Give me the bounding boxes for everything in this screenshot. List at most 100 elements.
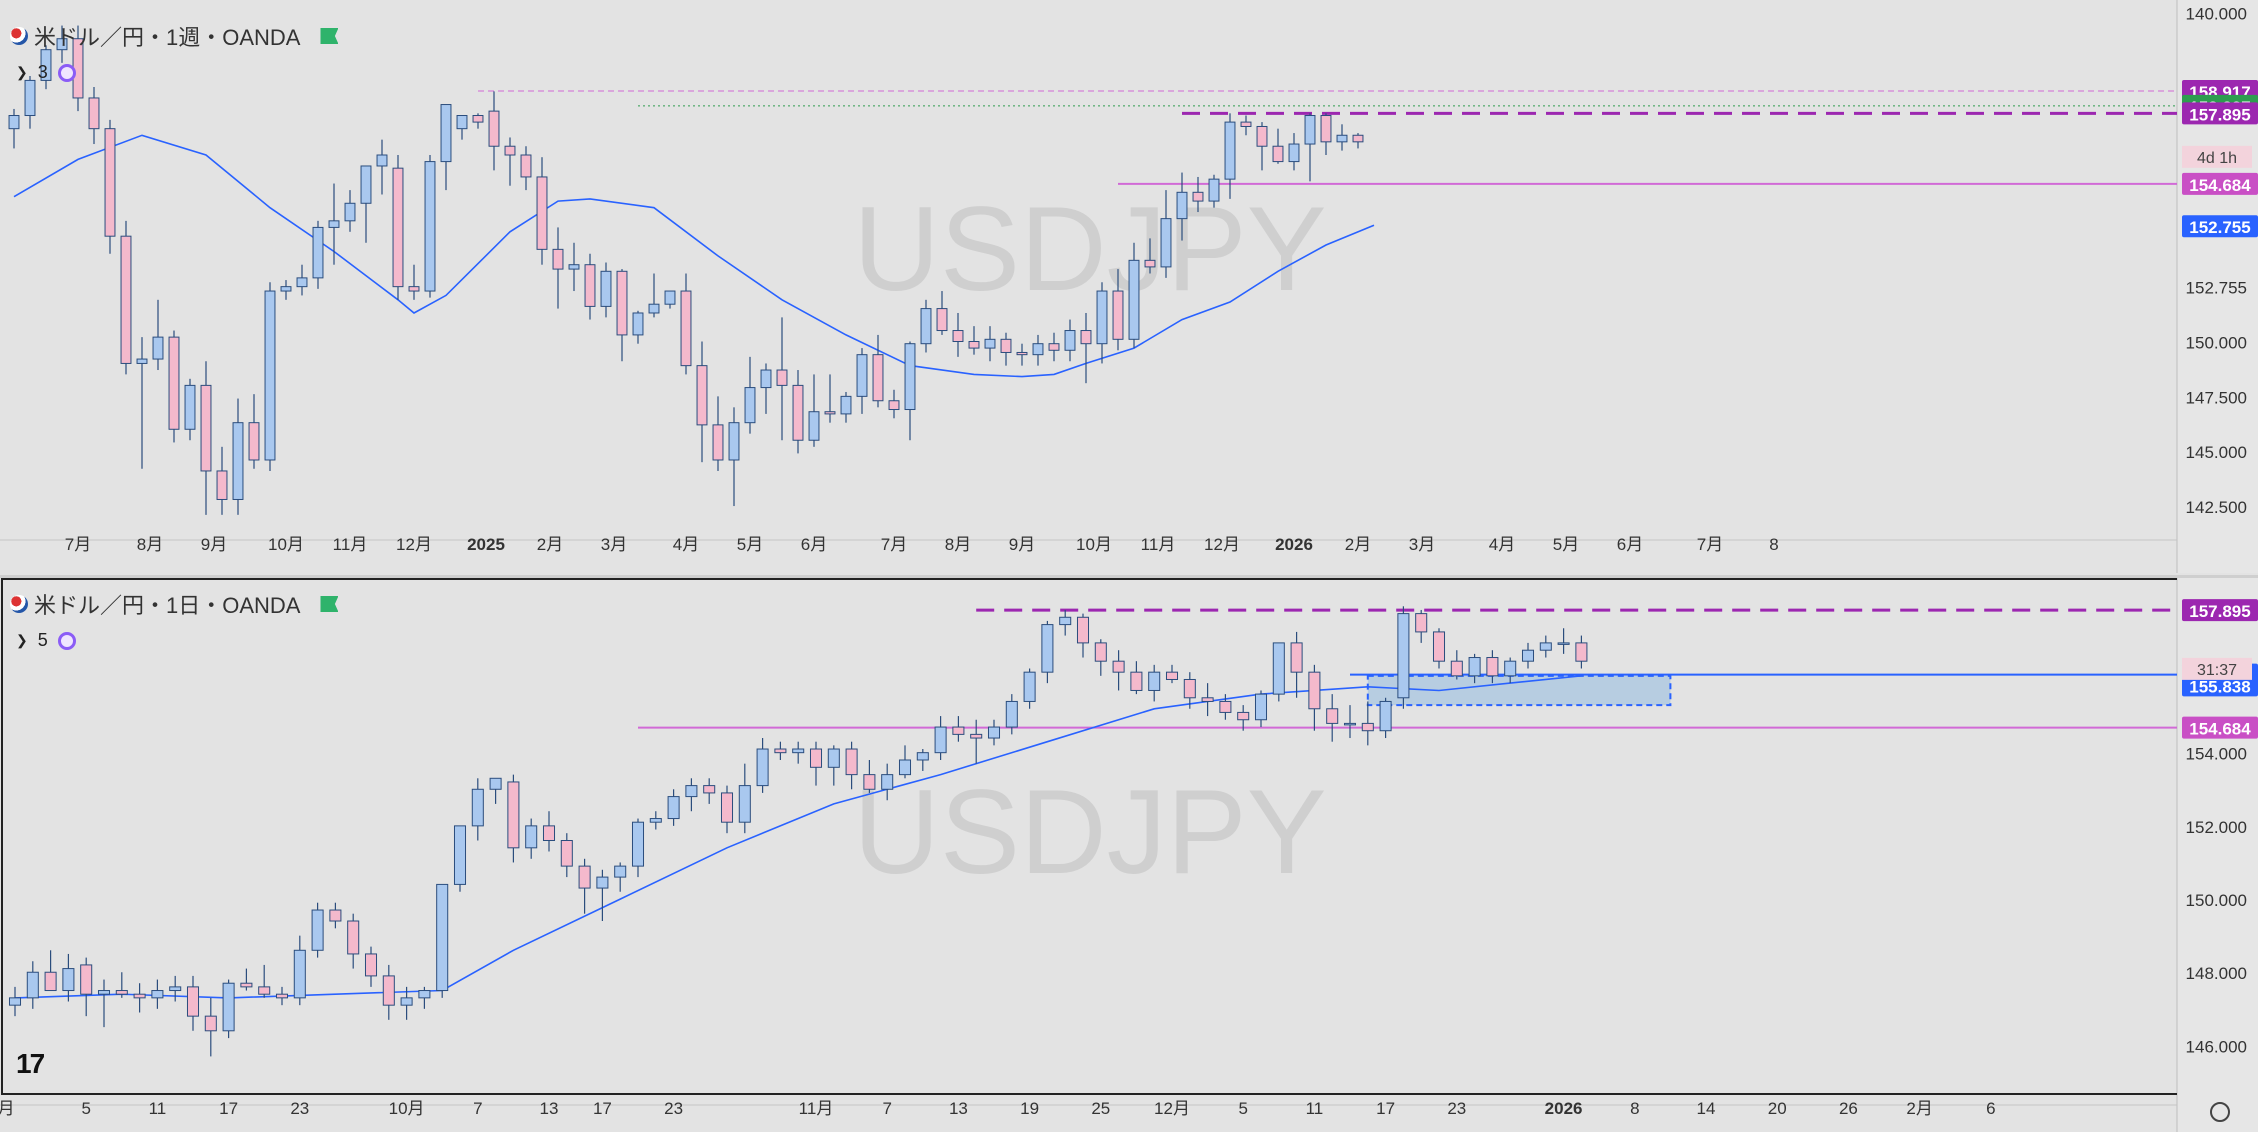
candle-body (934, 726, 947, 754)
candle-body (133, 993, 146, 999)
candle-body (8, 115, 20, 130)
candle-body (1224, 121, 1236, 180)
candle-body (169, 986, 182, 992)
time-tick-label: 12月 (1204, 535, 1240, 554)
time-tick-label: 13 (949, 1099, 968, 1118)
candle-body (56, 38, 68, 51)
candle-body (1023, 671, 1036, 702)
daily-chart-pane[interactable]: USDJPY 154.000 152.000 150.000 148.000 146.00… (0, 578, 2258, 1132)
candle-body (520, 154, 532, 178)
candle-body (1176, 191, 1188, 220)
candle-body (738, 785, 751, 823)
candle-body (1032, 343, 1044, 356)
candle-body (1254, 693, 1268, 721)
candle-body (80, 964, 93, 995)
candle-body (1041, 624, 1054, 673)
time-tick-label: 23 (664, 1099, 683, 1118)
time-tick-label: 5月 (737, 535, 763, 554)
candle-body (504, 145, 516, 156)
candle-body (1076, 616, 1090, 644)
candle-body (970, 733, 983, 739)
candle-body (222, 982, 235, 1032)
candle-body (840, 395, 852, 415)
weekly-legend[interactable]: 米ドル／円・1週・OANDA (10, 20, 339, 52)
chevron-down-icon[interactable]: ❯ (16, 632, 28, 648)
weekly-chart[interactable]: USDJPY 140.000 142.500 145.000 147.500 150.00… (0, 0, 2258, 575)
candle-body (240, 982, 253, 988)
candle-body (40, 49, 52, 81)
daily-chart[interactable]: USDJPY 154.000 152.000 150.000 148.000 146.00… (0, 578, 2258, 1132)
time-tick-label: 2025 (467, 535, 505, 554)
candle-body (664, 290, 676, 305)
candle-body (536, 176, 548, 250)
candle-body (809, 748, 823, 768)
candle-body (1343, 722, 1357, 726)
candle-body (311, 909, 324, 951)
time-tick-label: 25 (1091, 1099, 1110, 1118)
candle-body (376, 154, 388, 167)
weekly-symbol-title: 米ドル／円・1週・OANDA (34, 25, 301, 50)
countdown-badge (2182, 657, 2252, 680)
sync-icon[interactable] (57, 63, 76, 82)
time-tick-label: 4月 (673, 535, 699, 554)
weekly-chart-pane[interactable]: USDJPY 140.000 142.500 145.000 147.500 150.00… (0, 0, 2258, 575)
time-tick-label: 11月 (799, 1099, 834, 1118)
candle-body (1165, 671, 1179, 680)
weekly-indicator-toggle[interactable]: ❯ 3 (16, 62, 76, 83)
candle-body (382, 975, 395, 1006)
candle-body (1256, 125, 1268, 147)
price-badge (2182, 716, 2258, 739)
candle-body (186, 986, 200, 1017)
weekly-indicator-count: 3 (37, 62, 48, 82)
chevron-down-icon[interactable]: ❯ (16, 64, 28, 80)
candle-body (312, 226, 324, 279)
candle-body (1128, 259, 1140, 340)
time-tick-label: 11月 (333, 535, 368, 554)
candle-body (1272, 642, 1285, 695)
candle-body (1048, 343, 1060, 351)
price-badge (2182, 102, 2258, 125)
candle-body (1160, 218, 1172, 268)
time-tick-label: 10月 (268, 535, 304, 554)
price-badge-label: 157.895 (2189, 602, 2250, 621)
candle-body (898, 759, 912, 776)
daily-indicator-toggle[interactable]: ❯ 5 (16, 630, 76, 651)
candle-body (8, 997, 22, 1006)
candle-body (152, 336, 164, 360)
time-tick-label: 11 (1306, 1099, 1324, 1118)
pane-separator[interactable] (0, 575, 2258, 578)
candle-body (1288, 143, 1300, 163)
time-tick-label: 2月 (537, 535, 563, 554)
candle-body (756, 748, 769, 787)
candle-body (872, 354, 884, 402)
candle-body (489, 777, 502, 790)
candle-body (1486, 657, 1499, 677)
candle-body (440, 104, 452, 163)
candle-body (584, 264, 596, 307)
candle-body (648, 303, 660, 314)
candle-body (720, 792, 734, 823)
time-tick-label: 8月 (945, 535, 971, 554)
gear-icon[interactable] (2210, 1102, 2230, 1122)
candle-body (360, 165, 372, 204)
time-tick-label: 7月 (881, 535, 907, 554)
tradingview-logo[interactable]: 17 (16, 1048, 45, 1079)
candle-body (328, 220, 340, 228)
sync-icon[interactable] (57, 631, 76, 650)
candle-body (1539, 642, 1552, 651)
candle-body (649, 818, 662, 823)
candle-body (712, 424, 724, 461)
daily-legend[interactable]: 米ドル／円・1日・OANDA (10, 588, 339, 620)
candle-body (667, 796, 680, 820)
candle-body (204, 1015, 217, 1032)
candle-body (456, 115, 468, 130)
time-tick-label: 5月 (1553, 535, 1579, 554)
price-badge (2182, 215, 2258, 238)
candle-body (1336, 134, 1348, 143)
candle-body (88, 97, 100, 130)
price-tick-label: 147.500 (2186, 388, 2247, 407)
candle-body (728, 422, 740, 461)
candle-body (1112, 290, 1124, 340)
time-tick-label: 2月 (1906, 1099, 1932, 1118)
candle-body (888, 400, 900, 411)
